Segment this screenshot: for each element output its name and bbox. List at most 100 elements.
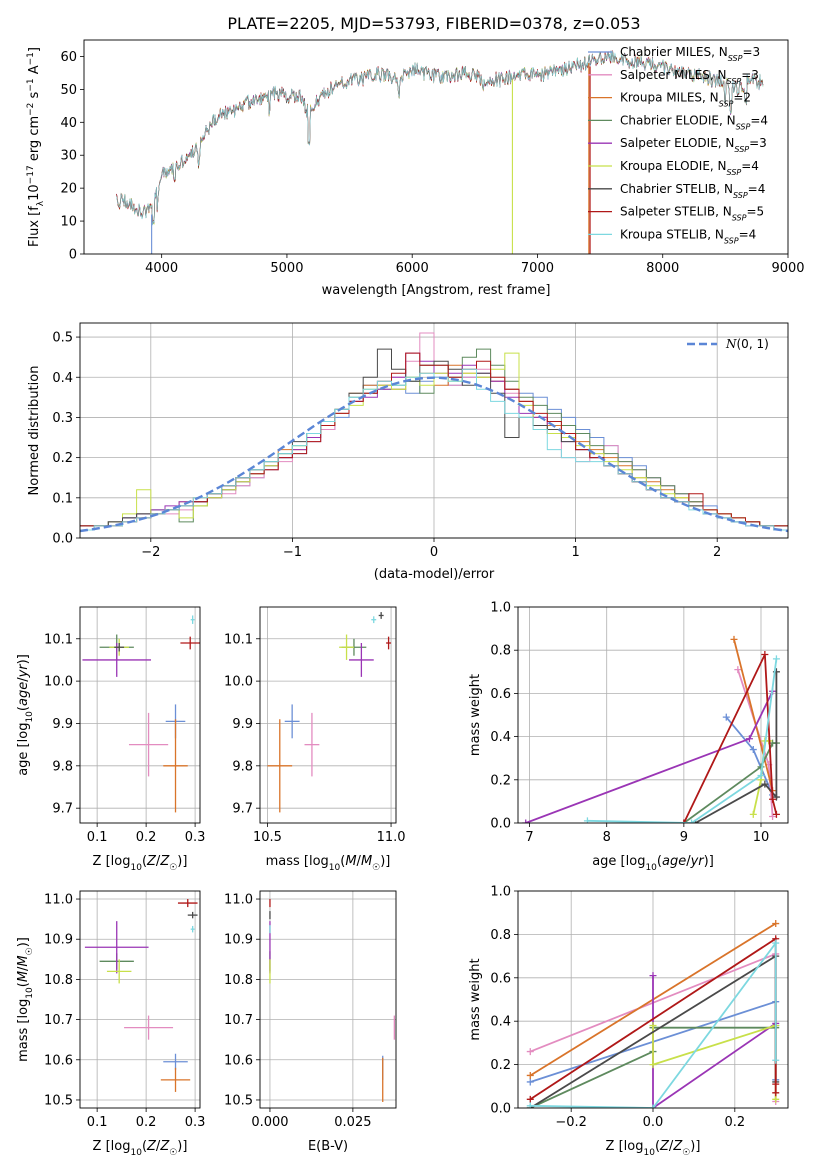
legend-normal-label: N(0, 1)	[725, 337, 769, 351]
axis-label: Z [log10(Z/Z☉)]	[93, 1139, 188, 1158]
mass_vs_ebv-axes: 0.000 0.025 10.5 10.6 10.7 10.8 10.9 11.0	[224, 891, 396, 1130]
x-tick-label: 7000	[521, 261, 554, 276]
age_vs_mass-axes: 10.5 11.0 9.7 9.8 9.9 10.0 10.1	[224, 607, 406, 845]
x-tick-label: 7	[525, 830, 533, 845]
y-tick-label: 30	[60, 149, 77, 164]
x-tick-label: 0.2	[136, 1115, 157, 1130]
y-tick-label: 10.7	[224, 1013, 253, 1028]
weight-marker	[757, 771, 765, 779]
x-tick-label: 0.025	[334, 1115, 371, 1130]
errorbar-chabrier-stelib	[378, 612, 384, 619]
mass_vs_ebv-points	[269, 899, 395, 1102]
axis-label: age [log10(age/yr)]	[16, 654, 35, 776]
y-tick-label: 10.1	[224, 632, 253, 647]
y-tick-label: 10.8	[224, 973, 253, 988]
spectrum-frame	[83, 39, 789, 255]
weight-line-kroupa-stelib	[587, 658, 778, 823]
weight-marker	[522, 819, 530, 823]
y-tick-label: 9.9	[52, 717, 73, 732]
axis-label: mass [log10(M/M☉)]	[16, 937, 35, 1062]
y-tick-label: 0.4	[52, 371, 73, 386]
y-tick-label: 0.2	[490, 1058, 511, 1073]
y-tick-label: 20	[60, 182, 77, 197]
x-tick-label: 0.1	[87, 1115, 108, 1130]
weight-marker	[772, 810, 780, 818]
weight-marker	[772, 920, 780, 928]
x-tick-label: −0.2	[555, 1115, 587, 1130]
weight-line-salpeter-elodie	[525, 690, 774, 823]
ebv-xlabel: E(B-V)	[308, 1139, 348, 1154]
weight-marker	[526, 1095, 534, 1103]
legend-label: Salpeter MILES, NSSP=3	[620, 68, 759, 86]
weight-marker	[769, 813, 777, 821]
y-tick-label: 1.0	[490, 601, 511, 616]
y-tick-label: 0.4	[490, 730, 511, 745]
y-tick-label: 0.0	[490, 1102, 511, 1117]
legend-label: Kroupa STELIB, NSSP=4	[620, 227, 756, 245]
mass_vs_Z-frame	[79, 890, 201, 1109]
mass_vs_ebv-frame	[259, 890, 397, 1109]
x-tick-label: 6000	[396, 261, 429, 276]
massweight_vs_Z-frame	[517, 890, 789, 1109]
y-tick-label: 10.5	[224, 1093, 253, 1108]
weight-marker	[749, 746, 757, 754]
weight-line-salpeter-stelib	[683, 654, 778, 823]
figure-title: PLATE=2205, MJD=53793, FIBERID=0378, z=0…	[227, 14, 640, 33]
legend-label: Kroupa ELODIE, NSSP=4	[620, 159, 759, 177]
errorbar-chabrier-miles	[163, 1053, 188, 1070]
axis-label: age [log10(age/yr)]	[592, 854, 714, 873]
weight-marker	[734, 666, 742, 674]
normal-curve	[80, 376, 788, 533]
residuals-ylabel: Normed distribution	[27, 366, 42, 496]
y-tick-label: 50	[60, 83, 77, 98]
spectrum-lines	[116, 49, 764, 254]
spectrum-legend: Chabrier MILES, NSSP=3 Salpeter MILES, NS…	[588, 45, 768, 245]
errorbar-kroupa-stelib	[190, 615, 195, 624]
x-tick-label: 1	[571, 545, 579, 560]
age_vs_Z-frame	[79, 606, 201, 824]
y-tick-label: 10.9	[224, 933, 253, 948]
y-tick-label: 10.0	[224, 675, 253, 690]
y-tick-label: 0.2	[490, 773, 511, 788]
errorbar-salpeter-stelib	[180, 636, 200, 650]
errorbar-kroupa-miles	[160, 1067, 191, 1092]
y-tick-label: 10.6	[224, 1053, 253, 1068]
legend-label: Salpeter STELIB, NSSP=5	[620, 205, 764, 223]
y-tick-label: 1.0	[490, 885, 511, 900]
weight-marker	[688, 819, 696, 823]
massweight_vs_age-frame	[517, 606, 789, 824]
errorbar-kroupa-elodie	[106, 959, 132, 984]
weight-marker	[649, 1022, 657, 1030]
y-tick-label: 0.3	[52, 411, 73, 426]
residual-histograms	[80, 332, 788, 533]
weight-marker	[649, 972, 657, 980]
spectrum-xlabel: wavelength [Angstrom, rest frame]	[322, 283, 551, 298]
weight-marker	[772, 655, 780, 663]
y-tick-label: 10.5	[44, 1093, 73, 1108]
weight-marker	[680, 819, 688, 823]
y-tick-label: 9.9	[232, 717, 253, 732]
residuals-xlabel: (data-model)/error	[374, 567, 495, 582]
age_vs_Z-axes: 0.1 0.2 0.3 9.7 9.8 9.9 10.0 10.1	[44, 607, 205, 845]
weight-marker	[749, 810, 757, 818]
legend-label: Salpeter ELODIE, NSSP=3	[620, 136, 767, 154]
massweight_vs_Z-lines	[526, 920, 780, 1108]
spectrum-kroupa-stelib	[116, 50, 764, 226]
x-tick-label: 8	[603, 830, 611, 845]
x-tick-label: 0.3	[185, 830, 206, 845]
errorbar-kroupa-elodie	[339, 634, 354, 660]
errorbar-salpeter-stelib	[386, 636, 392, 650]
y-tick-label: 0.8	[490, 928, 511, 943]
errorbar-salpeter-miles	[304, 712, 320, 777]
y-tick-label: 9.7	[232, 802, 253, 817]
x-tick-label: 0.2	[724, 1115, 745, 1130]
y-tick-label: 0.8	[490, 644, 511, 659]
y-tick-label: 10.8	[44, 973, 73, 988]
weight-line-kroupa-miles	[733, 639, 774, 791]
y-tick-label: 0.6	[490, 971, 511, 986]
y-tick-label: 10.9	[44, 933, 73, 948]
axis-label: Z [log10(Z/Z☉)]	[606, 1139, 701, 1158]
legend-label: Kroupa MILES, NSSP=2	[620, 91, 751, 109]
massweight_vs_age-lines	[522, 635, 780, 823]
weight-marker	[722, 713, 730, 721]
